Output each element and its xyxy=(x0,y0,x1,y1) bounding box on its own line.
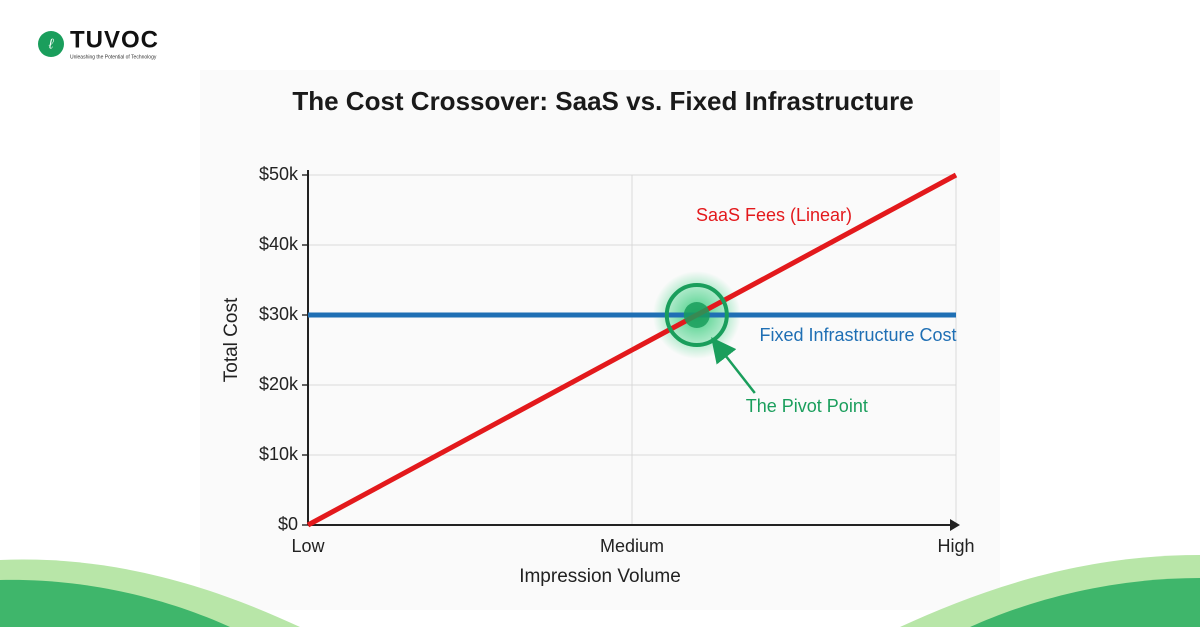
y-axis-label: Total Cost xyxy=(221,297,242,382)
x-axis-arrow xyxy=(950,519,960,531)
x-tick-label: Low xyxy=(291,536,325,556)
y-tick-label: $0 xyxy=(278,514,298,534)
pivot-point xyxy=(683,302,710,328)
panel xyxy=(200,70,1000,610)
chart-title: The Cost Crossover: SaaS vs. Fixed Infra… xyxy=(292,86,913,116)
x-axis-label: Impression Volume xyxy=(519,566,681,587)
wave xyxy=(0,579,230,627)
y-tick-label: $30k xyxy=(259,304,299,324)
x-tick-label: High xyxy=(937,536,974,556)
x-tick-label: Medium xyxy=(600,536,664,556)
brand-tagline: Unleashing the Potential of Technology xyxy=(70,54,157,60)
pivot-ring xyxy=(664,283,729,347)
series-line xyxy=(306,172,958,528)
annotation: The Pivot Point xyxy=(746,396,868,416)
brand-name: TUVOC xyxy=(70,26,159,53)
y-tick-label: $50k xyxy=(259,164,299,184)
logo-icon xyxy=(38,31,64,57)
series-label: Fixed Infrastructure Cost xyxy=(759,325,956,345)
y-tick-label: $10k xyxy=(259,444,299,464)
y-tick-label: $40k xyxy=(259,234,299,254)
wave xyxy=(970,578,1200,627)
y-tick-label: $20k xyxy=(259,374,299,394)
pivot-arrow xyxy=(711,337,756,394)
series-label: SaaS Fees (Linear) xyxy=(696,205,852,225)
logo-glyph: ℓ xyxy=(48,36,54,52)
